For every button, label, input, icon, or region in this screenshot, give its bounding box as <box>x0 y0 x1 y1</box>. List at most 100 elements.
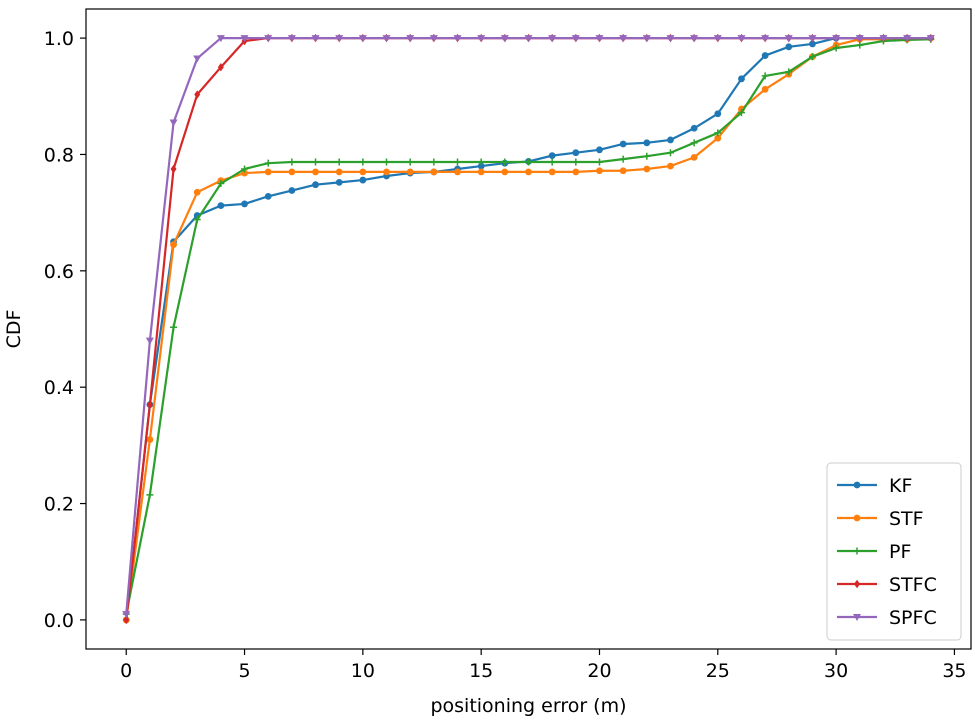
legend-marker-stf <box>853 514 861 522</box>
legend-marker-pf <box>853 547 861 555</box>
data-point-spfc <box>903 35 912 43</box>
data-point-pf <box>335 158 343 166</box>
data-point-kf <box>548 152 556 160</box>
data-point-pf <box>383 158 391 166</box>
data-point-stfc <box>194 90 201 99</box>
data-point-spfc <box>595 35 604 43</box>
data-point-pf <box>170 323 178 331</box>
data-point-stf <box>548 168 556 176</box>
data-point-spfc <box>122 611 131 619</box>
series-spfc <box>122 35 935 619</box>
x-tick-label: 10 <box>351 660 375 682</box>
data-point-kf <box>785 43 793 51</box>
data-point-spfc <box>193 55 202 63</box>
plot-frame <box>85 8 972 650</box>
data-point-spfc <box>169 119 178 127</box>
x-tick-label: 5 <box>238 660 250 682</box>
data-point-spfc <box>145 337 154 345</box>
series-layer <box>122 33 935 625</box>
plot-area <box>86 9 971 649</box>
data-point-stf <box>596 167 603 175</box>
data-point-spfc <box>287 35 296 43</box>
data-point-pf <box>525 158 532 166</box>
y-tick-label: 0.8 <box>44 144 74 166</box>
data-point-kf <box>359 176 367 184</box>
data-point-pf <box>288 158 296 166</box>
legend-label-kf: KF <box>889 475 912 497</box>
data-point-stf <box>619 167 627 175</box>
y-tick-label: 1.0 <box>44 28 74 50</box>
data-point-pf <box>856 41 864 49</box>
data-point-stf <box>288 168 296 176</box>
data-point-stf <box>312 168 319 176</box>
data-point-pf <box>430 158 438 166</box>
data-point-kf <box>619 140 627 148</box>
data-point-kf <box>264 192 272 200</box>
data-point-stfc <box>123 615 130 625</box>
data-point-pf <box>312 158 320 166</box>
data-point-stf <box>241 169 248 177</box>
data-point-pf <box>808 53 816 61</box>
data-point-spfc <box>879 35 888 43</box>
data-point-stf <box>501 168 509 176</box>
legend-marker-spfc <box>853 614 861 621</box>
data-point-spfc <box>642 35 651 43</box>
data-point-kf <box>572 149 580 157</box>
data-point-stfc <box>146 400 153 409</box>
data-point-kf <box>477 162 485 170</box>
data-point-spfc <box>216 35 225 43</box>
data-point-kf <box>761 52 769 59</box>
y-tick-label: 0.4 <box>44 377 74 399</box>
data-point-spfc <box>690 35 699 43</box>
data-point-spfc <box>761 35 770 43</box>
data-point-kf <box>690 124 698 132</box>
data-point-pf <box>690 139 698 147</box>
data-point-stf <box>572 168 580 176</box>
data-point-kf <box>643 139 651 147</box>
data-point-pf <box>832 44 840 52</box>
data-point-kf <box>596 146 603 154</box>
data-point-stf <box>335 168 343 176</box>
y-tick-label: 0.0 <box>44 610 74 632</box>
data-point-pf <box>454 158 462 166</box>
y-axis-label: CDF <box>3 310 25 349</box>
data-point-kf <box>335 178 343 186</box>
legend: KF STF PF STFC SPFC <box>826 462 962 641</box>
data-point-pf <box>761 72 769 80</box>
data-point-kf <box>241 200 248 208</box>
series-stf <box>122 34 935 624</box>
y-tick-label: 0.6 <box>44 261 74 283</box>
x-tick-label: 30 <box>824 660 848 682</box>
data-point-spfc <box>832 35 841 43</box>
legend-label-stf: STF <box>889 508 924 530</box>
data-point-spfc <box>713 35 722 43</box>
data-point-stf <box>690 153 698 161</box>
data-point-spfc <box>737 35 746 43</box>
data-point-pf <box>501 158 509 166</box>
data-point-stfc <box>170 164 177 174</box>
data-point-spfc <box>926 35 935 43</box>
data-point-pf <box>619 155 627 163</box>
data-point-pf <box>264 159 272 167</box>
data-point-spfc <box>429 35 438 43</box>
data-point-spfc <box>500 35 509 43</box>
data-point-pf <box>406 158 414 166</box>
data-point-spfc <box>453 35 462 43</box>
data-point-pf <box>548 158 556 166</box>
data-point-stf <box>667 162 674 170</box>
data-point-spfc <box>619 35 628 43</box>
data-point-spfc <box>808 35 817 43</box>
data-point-kf <box>288 187 296 194</box>
x-axis-label: positioning error (m) <box>430 695 626 717</box>
data-point-pf <box>595 158 603 166</box>
data-point-spfc <box>358 35 367 43</box>
data-point-stf <box>761 85 769 93</box>
data-point-spfc <box>311 35 320 43</box>
data-point-pf <box>714 129 722 137</box>
data-point-stf <box>714 134 722 142</box>
legend-label-pf: PF <box>889 541 911 563</box>
data-point-spfc <box>855 35 864 43</box>
data-point-spfc <box>335 35 344 43</box>
data-point-kf <box>667 136 674 144</box>
data-point-pf <box>666 149 674 157</box>
